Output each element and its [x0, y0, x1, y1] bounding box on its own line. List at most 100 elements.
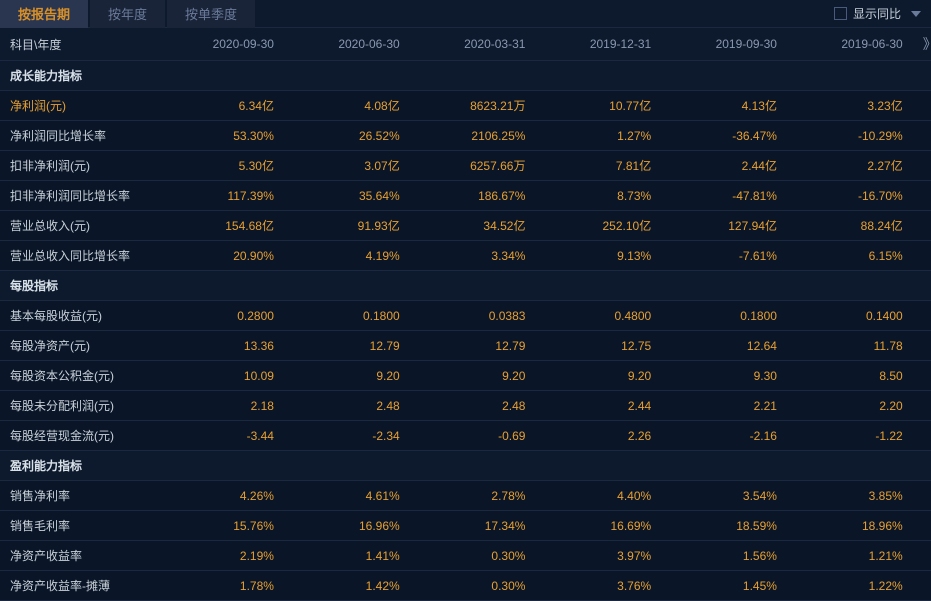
cell-value: 9.20	[284, 361, 410, 391]
cell-value: 4.08亿	[284, 91, 410, 121]
cell-value: 26.52%	[284, 121, 410, 151]
table-row: 净利润(元)6.34亿4.08亿8623.21万10.77亿4.13亿3.23亿	[0, 91, 931, 121]
row-pad	[913, 121, 931, 151]
cell-value: 91.93亿	[284, 211, 410, 241]
cell-value: -3.44	[158, 421, 284, 451]
row-pad	[913, 241, 931, 271]
cell-value: 154.68亿	[158, 211, 284, 241]
table-header-row: 科目\年度2020-09-302020-06-302020-03-312019-…	[0, 28, 931, 61]
row-pad	[913, 481, 931, 511]
cell-value: 3.76%	[535, 571, 661, 601]
cell-value: 2106.25%	[410, 121, 536, 151]
cell-value: 1.45%	[661, 571, 787, 601]
cell-value: 186.67%	[410, 181, 536, 211]
table-row: 扣非净利润同比增长率117.39%35.64%186.67%8.73%-47.8…	[0, 181, 931, 211]
cell-value: 16.69%	[535, 511, 661, 541]
col-header-period-2: 2020-03-31	[410, 28, 536, 61]
cell-value: 8.50	[787, 361, 913, 391]
cell-value: 0.0383	[410, 301, 536, 331]
row-pad	[913, 571, 931, 601]
table-row: 每股未分配利润(元)2.182.482.482.442.212.20	[0, 391, 931, 421]
cell-value: 3.34%	[410, 241, 536, 271]
col-header-period-4: 2019-09-30	[661, 28, 787, 61]
cell-value: 1.78%	[158, 571, 284, 601]
cell-value: 2.18	[158, 391, 284, 421]
cell-value: 12.79	[410, 331, 536, 361]
cell-value: 4.26%	[158, 481, 284, 511]
cell-value: 0.30%	[410, 541, 536, 571]
tab-1[interactable]: 按年度	[90, 0, 165, 28]
row-label: 每股资本公积金(元)	[0, 361, 158, 391]
tab-2[interactable]: 按单季度	[167, 0, 255, 28]
cell-value: 1.42%	[284, 571, 410, 601]
row-label: 净利润(元)	[0, 91, 158, 121]
section-row: 每股指标	[0, 271, 931, 301]
row-pad	[913, 211, 931, 241]
row-label: 每股净资产(元)	[0, 331, 158, 361]
row-label: 基本每股收益(元)	[0, 301, 158, 331]
cell-value: 2.44亿	[661, 151, 787, 181]
table-row: 销售净利率4.26%4.61%2.78%4.40%3.54%3.85%	[0, 481, 931, 511]
section-title: 每股指标	[0, 271, 931, 301]
cell-value: 2.78%	[410, 481, 536, 511]
table-row: 净利润同比增长率53.30%26.52%2106.25%1.27%-36.47%…	[0, 121, 931, 151]
row-pad	[913, 541, 931, 571]
cell-value: 20.90%	[158, 241, 284, 271]
row-pad	[913, 91, 931, 121]
row-label: 销售净利率	[0, 481, 158, 511]
section-title: 盈利能力指标	[0, 451, 931, 481]
table-row: 销售毛利率15.76%16.96%17.34%16.69%18.59%18.96…	[0, 511, 931, 541]
cell-value: 15.76%	[158, 511, 284, 541]
row-pad	[913, 421, 931, 451]
cell-value: 8.73%	[535, 181, 661, 211]
cell-value: 4.19%	[284, 241, 410, 271]
cell-value: -47.81%	[661, 181, 787, 211]
row-pad	[913, 361, 931, 391]
dropdown-icon[interactable]	[911, 11, 921, 17]
cell-value: 2.20	[787, 391, 913, 421]
cell-value: -10.29%	[787, 121, 913, 151]
show-yoy-checkbox[interactable]	[834, 7, 847, 20]
cell-value: 3.23亿	[787, 91, 913, 121]
cell-value: 5.30亿	[158, 151, 284, 181]
cell-value: -0.69	[410, 421, 536, 451]
cell-value: -2.16	[661, 421, 787, 451]
col-header-label: 科目\年度	[0, 28, 158, 61]
table-body: 成长能力指标净利润(元)6.34亿4.08亿8623.21万10.77亿4.13…	[0, 61, 931, 601]
row-label: 营业总收入(元)	[0, 211, 158, 241]
cell-value: 1.22%	[787, 571, 913, 601]
more-columns-icon[interactable]: 》	[913, 28, 931, 61]
section-row: 成长能力指标	[0, 61, 931, 91]
cell-value: 0.1800	[661, 301, 787, 331]
cell-value: 1.21%	[787, 541, 913, 571]
row-label: 扣非净利润(元)	[0, 151, 158, 181]
cell-value: -2.34	[284, 421, 410, 451]
cell-value: 0.2800	[158, 301, 284, 331]
cell-value: 10.77亿	[535, 91, 661, 121]
row-pad	[913, 151, 931, 181]
cell-value: 2.44	[535, 391, 661, 421]
col-header-period-3: 2019-12-31	[535, 28, 661, 61]
cell-value: -36.47%	[661, 121, 787, 151]
table-row: 每股经营现金流(元)-3.44-2.34-0.692.26-2.16-1.22	[0, 421, 931, 451]
col-header-period-5: 2019-06-30	[787, 28, 913, 61]
section-title: 成长能力指标	[0, 61, 931, 91]
cell-value: 3.97%	[535, 541, 661, 571]
cell-value: 4.13亿	[661, 91, 787, 121]
cell-value: 4.61%	[284, 481, 410, 511]
cell-value: 2.48	[410, 391, 536, 421]
tab-group: 按报告期按年度按单季度	[0, 0, 257, 28]
cell-value: 10.09	[158, 361, 284, 391]
show-yoy-label: 显示同比	[853, 5, 901, 22]
row-label: 销售毛利率	[0, 511, 158, 541]
tab-0[interactable]: 按报告期	[0, 0, 88, 28]
row-pad	[913, 391, 931, 421]
cell-value: 6.15%	[787, 241, 913, 271]
table-row: 营业总收入同比增长率20.90%4.19%3.34%9.13%-7.61%6.1…	[0, 241, 931, 271]
cell-value: 1.41%	[284, 541, 410, 571]
cell-value: 3.07亿	[284, 151, 410, 181]
cell-value: -7.61%	[661, 241, 787, 271]
cell-value: 4.40%	[535, 481, 661, 511]
table-row: 净资产收益率2.19%1.41%0.30%3.97%1.56%1.21%	[0, 541, 931, 571]
cell-value: 9.20	[535, 361, 661, 391]
